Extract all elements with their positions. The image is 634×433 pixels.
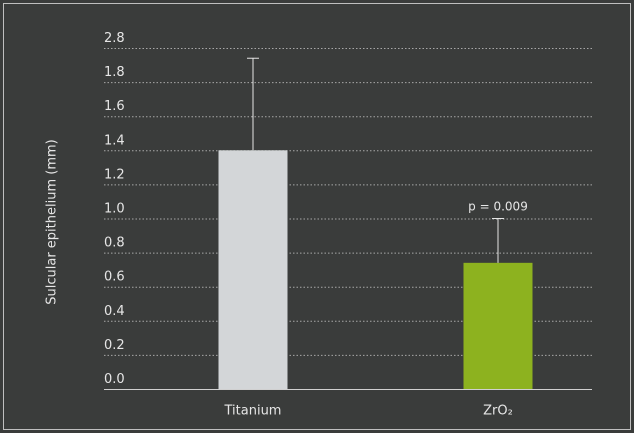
annotation: p = 0.009 (468, 200, 528, 214)
y-tick-label: 1.6 (104, 99, 125, 114)
y-tick-label: 0.4 (104, 304, 125, 319)
y-tick-label: 0.2 (104, 338, 125, 353)
y-tick-label: 0.0 (104, 372, 125, 387)
y-tick-label: 2.8 (104, 31, 125, 46)
y-tick-label: 1.4 (104, 133, 125, 148)
x-tick-label: Titanium (224, 404, 282, 419)
y-tick-label: 1.2 (104, 167, 125, 182)
y-tick-label: 0.6 (104, 270, 125, 285)
bar (218, 150, 288, 389)
y-tick-label: 1.0 (104, 202, 125, 217)
y-tick-label: 0.8 (104, 236, 125, 251)
y-axis-label: Sulcular epithelium (mm) (45, 139, 60, 304)
y-tick-label: 1.8 (104, 65, 125, 80)
bar (463, 262, 533, 389)
frame (3, 3, 631, 430)
x-tick-label: ZrO₂ (483, 404, 513, 419)
